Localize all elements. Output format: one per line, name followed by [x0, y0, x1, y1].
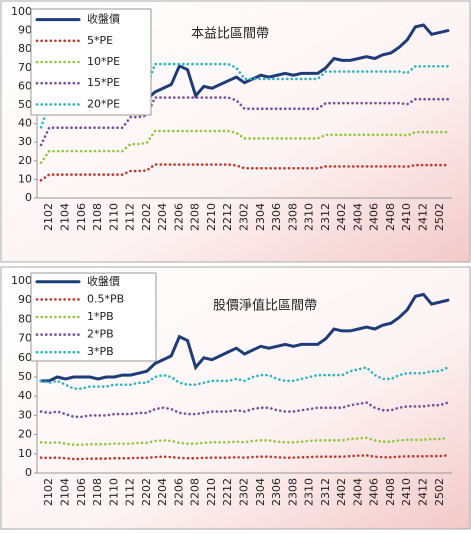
x-tick-label: 2110 [107, 203, 120, 231]
legend-label: 收盤價 [87, 274, 120, 288]
x-tick-label: 2310 [303, 478, 316, 506]
x-tick-label: 2502 [433, 478, 446, 506]
x-tick-label: 2502 [433, 203, 446, 231]
line [39, 292, 450, 383]
y-tick-label: 40 [18, 117, 32, 130]
x-tick-label: 2206 [172, 478, 185, 506]
legend-label: 收盤價 [87, 12, 120, 26]
x-tick-label: 2304 [254, 203, 267, 231]
x-tick-label: 2108 [91, 203, 104, 231]
legend-label: 0.5*PB [87, 292, 124, 305]
x-tick-label: 2110 [107, 478, 120, 506]
y-tick-label: 20 [18, 154, 32, 167]
x-tick-label: 2104 [58, 203, 71, 231]
legend-label: 10*PE [87, 55, 120, 68]
line [39, 163, 450, 182]
line [39, 365, 450, 390]
y-tick-label: 90 [18, 24, 32, 37]
y-tick-label: 50 [18, 98, 32, 111]
x-tick-label: 2404 [351, 478, 364, 506]
y-tick-label: 0 [25, 191, 32, 204]
y-tick-label: 20 [18, 428, 32, 441]
legend-label: 2*PB [87, 328, 114, 341]
legend-label: 1*PB [87, 310, 114, 323]
x-tick-label: 2112 [124, 203, 137, 231]
x-tick-label: 2412 [417, 478, 430, 506]
y-tick-label: 100 [11, 5, 32, 18]
x-tick-label: 2308 [286, 203, 299, 231]
line [39, 436, 450, 447]
legend-label: 5*PE [87, 34, 113, 47]
y-tick-label: 90 [18, 293, 32, 306]
x-tick-label: 2402 [335, 203, 348, 231]
y-tick-label: 70 [18, 61, 32, 74]
x-tick-label: 2210 [205, 478, 218, 506]
y-tick-label: 30 [18, 408, 32, 421]
x-tick-label: 2106 [75, 478, 88, 506]
x-tick-label: 2208 [189, 203, 202, 231]
x-tick-label: 2208 [189, 478, 202, 506]
y-tick-label: 0 [25, 466, 32, 479]
x-tick-label: 2102 [42, 203, 55, 231]
x-tick-label: 2306 [270, 203, 283, 231]
y-tick-label: 30 [18, 135, 32, 148]
x-tick-label: 2202 [140, 478, 153, 506]
x-tick-label: 2408 [384, 203, 397, 231]
y-tick-label: 40 [18, 389, 32, 402]
x-tick-label: 2106 [75, 203, 88, 231]
line [39, 129, 450, 164]
x-tick-label: 2302 [238, 203, 251, 231]
x-tick-label: 2406 [368, 203, 381, 231]
legend-label: 20*PE [87, 97, 120, 110]
legend-label: 15*PE [87, 76, 120, 89]
x-tick-label: 2108 [91, 478, 104, 506]
x-tick-label: 2306 [270, 478, 283, 506]
x-tick-label: 2302 [238, 478, 251, 506]
legend-label: 3*PB [87, 345, 114, 358]
x-tick-label: 2206 [172, 203, 185, 231]
x-tick-label: 2202 [140, 203, 153, 231]
x-tick-label: 2412 [417, 203, 430, 231]
x-tick-label: 2204 [156, 478, 169, 506]
x-tick-label: 2112 [124, 478, 137, 506]
line [39, 401, 450, 419]
x-tick-label: 2402 [335, 478, 348, 506]
y-tick-label: 10 [18, 447, 32, 460]
x-tick-label: 2304 [254, 478, 267, 506]
x-tick-label: 2404 [351, 203, 364, 231]
x-tick-label: 2210 [205, 203, 218, 231]
x-tick-label: 2204 [156, 203, 169, 231]
x-tick-label: 2212 [221, 203, 234, 231]
chart-title: 股價淨值比區間帶 [213, 298, 317, 314]
x-tick-label: 2408 [384, 478, 397, 506]
y-tick-label: 80 [18, 42, 32, 55]
y-tick-label: 50 [18, 370, 32, 383]
x-tick-label: 2312 [319, 203, 332, 231]
x-tick-label: 2102 [42, 478, 55, 506]
x-tick-label: 2312 [319, 478, 332, 506]
y-tick-label: 60 [18, 79, 32, 92]
x-tick-label: 2406 [368, 478, 381, 506]
x-tick-label: 2310 [303, 203, 316, 231]
y-tick-label: 80 [18, 312, 32, 325]
x-tick-label: 2104 [58, 478, 71, 506]
y-tick-label: 60 [18, 351, 32, 364]
chart-title: 本益比區間帶 [191, 27, 269, 42]
x-tick-label: 2212 [221, 478, 234, 506]
y-tick-label: 10 [18, 172, 32, 185]
y-tick-label: 100 [11, 274, 32, 287]
x-tick-label: 2410 [400, 478, 413, 506]
line [39, 454, 450, 461]
y-tick-label: 70 [18, 332, 32, 345]
line [39, 96, 450, 147]
x-tick-label: 2410 [400, 203, 413, 231]
x-tick-label: 2308 [286, 478, 299, 506]
